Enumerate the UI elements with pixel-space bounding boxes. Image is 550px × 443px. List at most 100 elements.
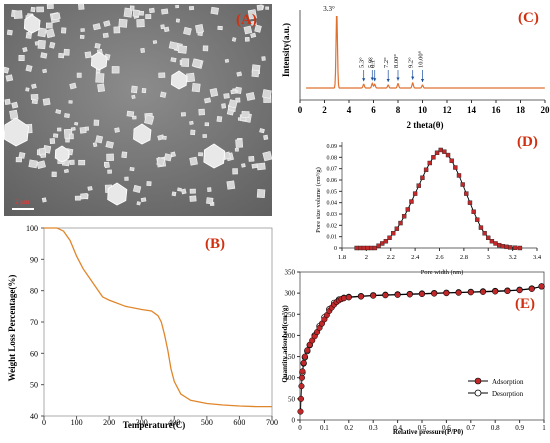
crystal [241,164,245,168]
data-point [435,151,439,155]
y-tick-label: 0.05 [327,189,338,195]
crystal [257,189,265,197]
crystal [69,101,73,104]
adsorption-point [370,293,376,299]
crystal [157,157,165,166]
crystal [190,121,194,124]
crystal [266,7,269,10]
crystal [133,10,139,17]
crystal [161,9,168,14]
y-tick-label: 100 [26,224,38,233]
x-tick-label: 3.4 [533,254,542,261]
plot-frame [44,228,272,416]
x-tick-label: 0.3 [369,424,378,432]
data-point [413,192,417,196]
crystal [262,89,271,98]
panel-label-d: (D) [517,134,538,150]
crystal [66,138,70,142]
data-point [391,231,395,235]
crystal [147,182,152,186]
crystal [175,5,178,8]
crystal [160,92,166,98]
x-tick-label: 0 [42,418,46,427]
crystal [10,110,19,119]
data-point [450,159,454,163]
panel-label-c: (C) [518,10,539,26]
x-axis-label: Relative pressure(P/P0) [393,428,464,436]
x-axis-label: Temperature(C) [123,420,186,430]
adsorption-point [407,292,413,298]
panel-label-e: (E) [515,296,535,312]
tga-curve [44,228,272,407]
crystal [53,134,58,138]
crystal [71,127,75,130]
crystal [178,46,187,54]
x-tick-label: 3.2 [509,254,517,261]
x-tick-label: 1.8 [338,254,346,261]
adsorption-point [539,284,545,290]
peak-arrowhead [371,77,374,80]
data-point [475,218,479,222]
crystal [97,84,104,92]
crystal [227,181,235,190]
crystal [262,57,266,61]
data-point [362,246,366,250]
crystal [42,198,46,202]
crystal [183,27,191,35]
crystal [204,98,210,103]
adsorption-point [480,289,486,295]
data-point [399,221,403,225]
crystal [79,160,85,165]
panel-label-a: (A) [236,12,257,28]
x-tick-label: 16 [492,105,502,115]
y-tick-label: 80 [30,287,38,296]
x-tick-label: 2 [322,105,327,115]
crystal [137,202,141,205]
data-point [505,245,509,249]
y-tick-label: 0.02 [327,223,338,229]
crystal [198,153,202,156]
crystal [80,35,84,38]
crystal [264,135,268,140]
crystal [195,24,203,33]
data-point [453,166,457,170]
adsorption-point [529,286,535,292]
sem-micrograph: 2 μm (A) [4,4,272,216]
crystal [205,123,209,126]
crystal [251,33,256,38]
crystal [64,169,68,173]
crystal [210,88,218,96]
crystal [5,99,11,105]
x-tick-label: 18 [516,105,526,115]
data-point [472,210,476,214]
crystal [12,102,18,108]
crystal [78,4,84,10]
crystal [74,122,78,125]
crystal [207,188,211,192]
x-tick-label: 0.8 [491,424,500,432]
crystal [41,53,47,59]
y-tick-label: 90 [30,255,38,264]
x-tick-label: 2.4 [411,254,420,261]
psd-curve [357,150,520,248]
crystal [263,151,272,161]
data-point [483,231,487,235]
crystal [233,169,238,174]
x-tick-label: 8 [396,105,401,115]
adsorption-point [517,287,523,293]
crystal [131,86,137,93]
crystal [77,73,81,77]
crystal [108,170,112,174]
xrd-pattern [306,17,545,88]
y-axis-label: Quantity adsorbed(cm³/g) [281,305,289,383]
crystal [164,154,171,161]
adsorption-point [300,369,306,375]
crystal [122,152,127,158]
peak-arrowhead [396,77,399,80]
crystal [142,88,146,92]
y-tick-label: 50 [288,395,296,403]
crystal [56,110,61,114]
peak-label: 8.00° [393,54,400,68]
x-tick-label: 2 [365,254,368,261]
